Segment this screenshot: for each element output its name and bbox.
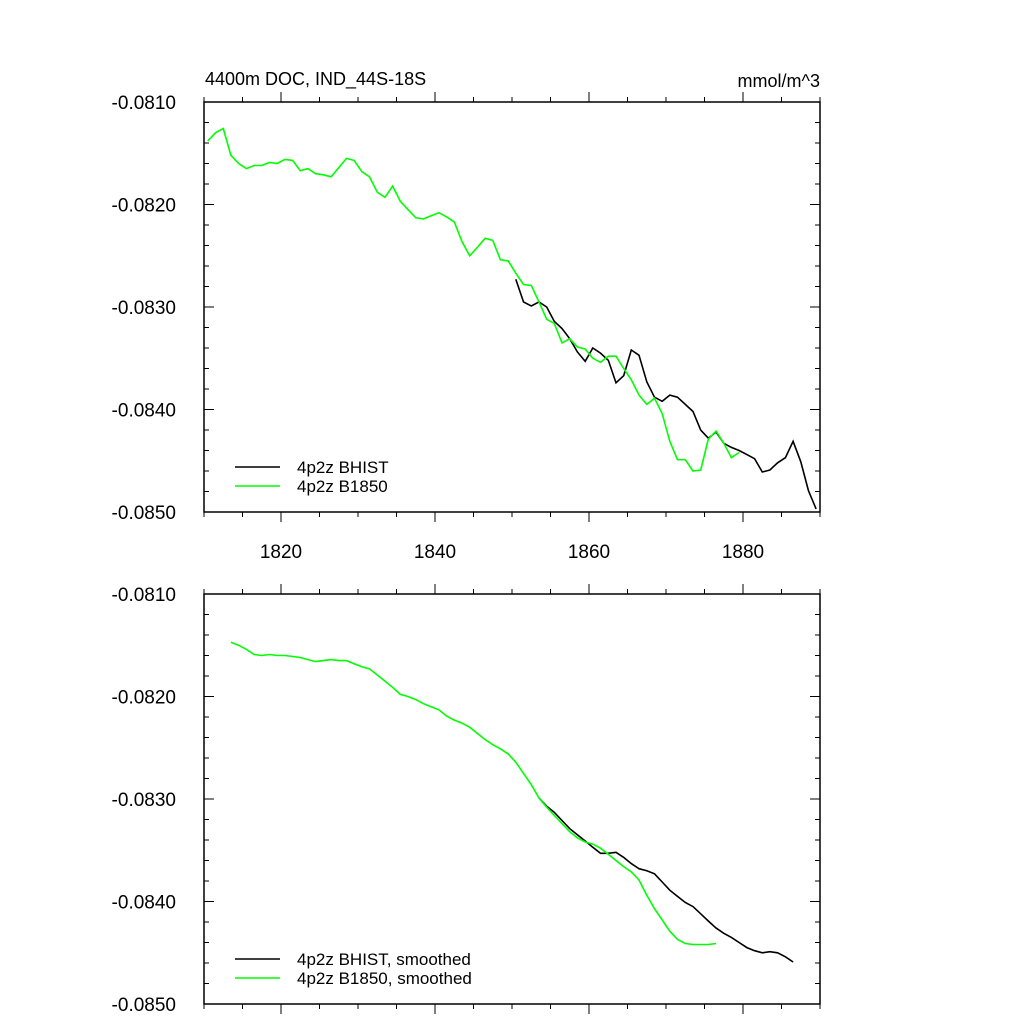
plot-frame xyxy=(203,593,821,1005)
legend-label: 4p2z B1850, smoothed xyxy=(297,969,472,988)
y-tick-label: -0.0820 xyxy=(112,196,176,217)
y-tick-label: -0.0830 xyxy=(112,790,176,811)
units-label: mmol/m^3 xyxy=(738,71,820,91)
y-tick-label: -0.0810 xyxy=(112,93,176,114)
x-tick-label: 1880 xyxy=(722,542,764,563)
y-tick-label: -0.0850 xyxy=(112,995,176,1016)
y-tick-label: -0.0830 xyxy=(112,298,176,319)
legend-label: 4p2z BHIST, smoothed xyxy=(297,950,471,969)
series-line-b1850 xyxy=(207,127,740,472)
x-tick-label: 1860 xyxy=(568,542,610,563)
panel-1: -0.0810 -0.0820 -0.0830 -0.0840 -0.0850 1820 1… xyxy=(112,92,821,563)
series-line-bhist xyxy=(538,797,794,963)
y-tick-label: -0.0820 xyxy=(112,688,176,709)
series-line-bhist xyxy=(515,279,817,510)
y-tick-label: -0.0840 xyxy=(112,893,176,914)
x-tick-label: 1820 xyxy=(260,542,302,563)
y-tick-label: -0.0840 xyxy=(112,401,176,422)
series-line-b1850 xyxy=(230,641,717,946)
x-tick-label: 1840 xyxy=(414,542,456,563)
legend-label: 4p2z BHIST xyxy=(297,458,389,477)
legend-label: 4p2z B1850 xyxy=(297,477,388,496)
panel-2: -0.0810 -0.0820 -0.0830 -0.0840 -0.0850 4p2z … xyxy=(112,584,821,1016)
chart-title: 4400m DOC, IND_44S-18S xyxy=(205,69,426,90)
y-tick-label: -0.0810 xyxy=(112,585,176,606)
y-tick-label: -0.0850 xyxy=(112,503,176,524)
